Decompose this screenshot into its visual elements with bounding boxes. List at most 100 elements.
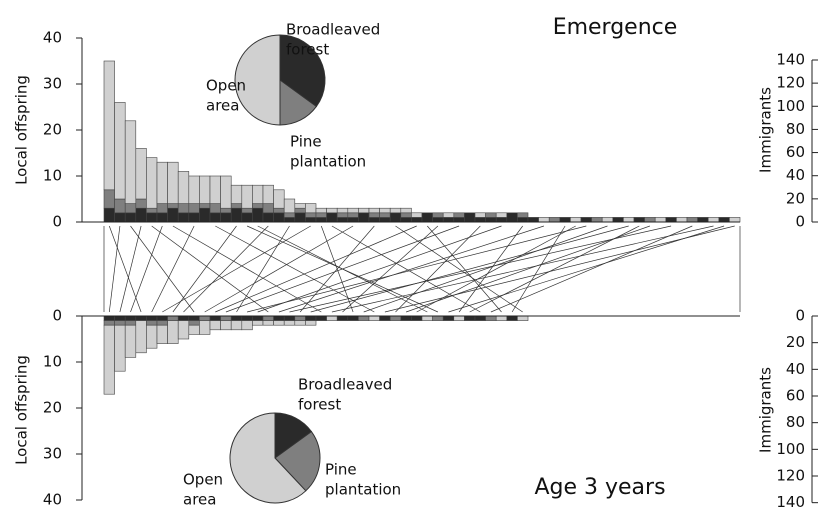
bar-segment: [252, 320, 264, 326]
bar-segment: [517, 217, 529, 223]
bar-segment: [442, 212, 455, 218]
bar-segment: [135, 315, 147, 321]
bar-segment: [262, 184, 274, 204]
bar-segment: [729, 217, 741, 223]
bar-segment: [252, 184, 264, 204]
pie-label: Broadleaved: [298, 376, 392, 394]
bar-segment: [421, 315, 433, 321]
bar-segment: [230, 320, 243, 331]
bar-segment: [538, 217, 550, 223]
bar-segment: [506, 315, 518, 321]
bar-segment: [220, 207, 232, 214]
bar-segment: [156, 320, 168, 326]
bar-segment: [305, 315, 317, 321]
bar-segment: [389, 207, 402, 214]
bar-segment: [209, 175, 221, 204]
bar-segment: [199, 315, 211, 321]
bar-segment: [177, 315, 190, 321]
bar-segment: [485, 212, 497, 218]
bar-segment: [464, 315, 476, 321]
bar-segment: [156, 315, 168, 321]
link: [151, 225, 269, 313]
bar-segment: [135, 207, 147, 223]
link: [215, 225, 417, 313]
bar-segment: [220, 212, 232, 223]
bar-segment: [209, 320, 221, 331]
bar-segment: [347, 207, 359, 214]
pie-label: area: [206, 97, 239, 115]
bar-segment: [103, 60, 115, 191]
bar-segment: [262, 212, 274, 223]
bar-segment: [146, 207, 158, 214]
bar-segment: [654, 217, 667, 223]
bar-segment: [283, 212, 296, 218]
bar-segment: [252, 207, 264, 223]
bar-segment: [336, 315, 349, 321]
bar-segment: [336, 212, 349, 218]
bar-segment: [665, 217, 677, 223]
panel-title: Emergence: [553, 15, 678, 40]
pie-label: Pine: [325, 461, 357, 479]
link: [427, 225, 502, 313]
pie-label: forest: [286, 41, 329, 59]
bar-segment: [146, 320, 158, 326]
bar-segment: [305, 212, 317, 218]
bar-segment: [464, 212, 476, 223]
bar-segment: [188, 175, 200, 204]
link: [448, 225, 725, 313]
pie-slice: [279, 34, 326, 108]
bar-segment: [368, 212, 380, 218]
bar-segment: [432, 217, 444, 223]
y2-tick-label: 60: [786, 143, 805, 161]
bar-segment: [559, 217, 571, 223]
y-axis-label: Local offspring: [13, 75, 31, 185]
bar-segment: [252, 203, 264, 209]
link: [289, 225, 672, 313]
bar-segment: [368, 315, 380, 321]
y-tick-label: 10: [43, 353, 62, 371]
bar-segment: [400, 212, 412, 218]
y2-tick-label: 80: [786, 413, 805, 431]
bar-segment: [294, 320, 306, 326]
link: [162, 225, 311, 313]
link: [395, 225, 523, 313]
bar-segment: [199, 207, 211, 223]
bar-segment: [156, 203, 168, 214]
bar-segment: [379, 315, 391, 321]
bar-segment: [273, 315, 285, 321]
bar-segment: [336, 207, 349, 214]
bar-segment: [177, 203, 190, 214]
link: [490, 225, 693, 313]
y2-tick-label: 100: [776, 97, 805, 115]
y-tick-label: 0: [52, 307, 62, 325]
pie-slice: [274, 430, 321, 492]
bar-segment: [188, 320, 200, 326]
bar-segment: [220, 320, 232, 331]
bar-segment: [315, 212, 327, 218]
bar-segment: [315, 207, 327, 214]
link: [172, 225, 322, 313]
bar-segment: [453, 315, 465, 321]
bar-segment: [188, 315, 200, 321]
bar-segment: [495, 315, 508, 321]
link: [469, 225, 640, 313]
bar-segment: [114, 315, 126, 321]
bar-segment: [273, 189, 285, 209]
y-tick-label: 30: [43, 445, 62, 463]
link: [310, 225, 629, 313]
bar-segment: [103, 189, 115, 209]
bar-segment: [103, 207, 115, 223]
bar-segment: [474, 315, 486, 321]
y2-axis-label: Immigrants: [757, 87, 775, 173]
bar-segment: [580, 217, 592, 223]
link: [246, 225, 439, 313]
bar-segment: [326, 212, 338, 223]
bar-segment: [485, 315, 497, 321]
bar-segment: [633, 217, 645, 223]
y-tick-label: 10: [43, 167, 62, 185]
bar-segment: [220, 315, 232, 321]
link: [172, 225, 237, 313]
pie-label: plantation: [290, 153, 366, 171]
bar-segment: [114, 212, 126, 223]
bar-segment: [474, 212, 486, 218]
